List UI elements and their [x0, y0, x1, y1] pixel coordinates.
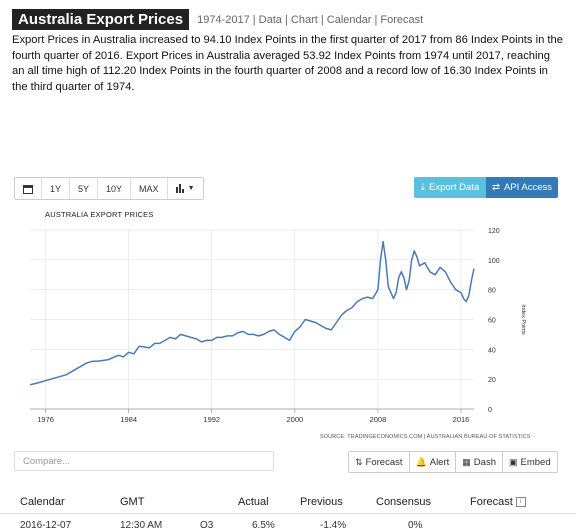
cell-period: Q3: [200, 520, 214, 528]
bell-icon: 🔔: [415, 456, 427, 467]
col-actual: Actual: [238, 496, 269, 508]
calendar-icon-button[interactable]: [15, 178, 42, 199]
alert-label: Alert: [429, 456, 450, 468]
bar-chart-icon: [175, 184, 184, 193]
calendar-table-header: Calendar GMT Actual Previous Consensus F…: [0, 489, 576, 514]
exchange-icon: ⇄: [491, 182, 500, 193]
range-5y-button[interactable]: 5Y: [70, 178, 99, 199]
col-forecast-label: Forecast: [470, 496, 513, 508]
y-axis-label: Index Points: [520, 304, 526, 335]
y-tick-label: 120: [488, 228, 500, 235]
range-10y-button[interactable]: 10Y: [98, 178, 132, 199]
calendar-icon: [23, 184, 33, 194]
range-1y-button[interactable]: 1Y: [42, 178, 71, 199]
x-tick-label: 1976: [37, 415, 54, 424]
cell-time: 12:30 AM: [120, 520, 163, 528]
y-tick-label: 100: [488, 258, 500, 265]
cell-date: 2016-12-07: [20, 520, 72, 528]
link-chart[interactable]: Chart: [290, 13, 318, 26]
table-row: 2016-12-07 12:30 AM Q3 6.5% -1.4% 0%: [0, 514, 576, 528]
page-title: Australia Export Prices: [12, 9, 190, 30]
title-row: Australia Export Prices 1974-2017 | Data…: [12, 9, 423, 30]
export-data-label: Export Data: [429, 182, 480, 193]
embed-button[interactable]: ▣ Embed: [503, 452, 557, 472]
cell-consensus: 0%: [408, 520, 423, 528]
link-date-range[interactable]: 1974-2017: [197, 13, 250, 26]
api-access-label: API Access: [503, 182, 553, 193]
embed-label: Embed: [520, 456, 551, 468]
dash-button[interactable]: ▦ Dash: [456, 452, 503, 472]
col-gmt: GMT: [120, 496, 145, 508]
cell-previous: -1.4%: [320, 520, 347, 528]
col-calendar: Calendar: [20, 496, 65, 508]
x-tick-label: 2000: [286, 415, 303, 424]
compare-input[interactable]: Compare...: [14, 451, 274, 471]
y-tick-label: 40: [488, 347, 496, 354]
y-tick-label: 0: [488, 407, 492, 414]
sort-icon: ⇅: [355, 456, 363, 467]
chevron-down-icon: ▼: [187, 185, 195, 192]
range-max-button[interactable]: MAX: [131, 178, 168, 199]
info-icon[interactable]: i: [515, 497, 526, 508]
action-buttons: ⇅ Forecast 🔔 Alert ▦ Dash ▣ Embed: [348, 451, 558, 473]
title-links: 1974-2017 | Data | Chart | Calendar | Fo…: [197, 13, 424, 26]
y-tick-label: 60: [488, 318, 496, 325]
x-tick-label: 2008: [370, 415, 387, 424]
link-forecast[interactable]: Forecast: [380, 13, 424, 26]
y-tick-label: 80: [488, 288, 496, 295]
chart-toolbar: 1Y 5Y 10Y MAX ▼: [14, 177, 204, 200]
y-tick-label: 20: [488, 377, 496, 384]
forecast-button[interactable]: ⇅ Forecast: [349, 452, 410, 472]
col-consensus: Consensus: [376, 496, 432, 508]
x-tick-label: 2016: [453, 415, 470, 424]
description: Export Prices in Australia increased to …: [12, 34, 563, 93]
chart-title: AUSTRALIA EXPORT PRICES: [45, 210, 154, 219]
export-data-button[interactable]: ⤓ Export Data: [414, 177, 486, 198]
x-tick-label: 1992: [203, 415, 220, 424]
link-data[interactable]: Data: [258, 13, 282, 26]
series-line: [29, 240, 475, 386]
download-icon: ⤓: [420, 182, 426, 193]
link-calendar[interactable]: Calendar: [326, 13, 372, 26]
image-icon: ▣: [508, 456, 518, 467]
col-forecast: Forecast i: [470, 496, 526, 508]
api-access-button[interactable]: ⇄ API Access: [486, 177, 558, 198]
grid-icon: ▦: [462, 456, 471, 467]
dash-label: Dash: [473, 456, 496, 468]
cell-actual: 6.5%: [252, 520, 275, 528]
col-previous: Previous: [300, 496, 343, 508]
alert-button[interactable]: 🔔 Alert: [410, 452, 457, 472]
chart-source: SOURCE: TRADINGECONOMICS.COM | AUSTRALIA…: [320, 434, 531, 440]
line-chart: 0 20 40 60 80 100 120 1976 1984 1992 2000 2008 2016 I…: [29, 228, 526, 424]
x-tick-label: 1984: [120, 415, 137, 424]
chart-type-dropdown[interactable]: ▼: [168, 178, 203, 199]
forecast-label: Forecast: [365, 456, 403, 468]
